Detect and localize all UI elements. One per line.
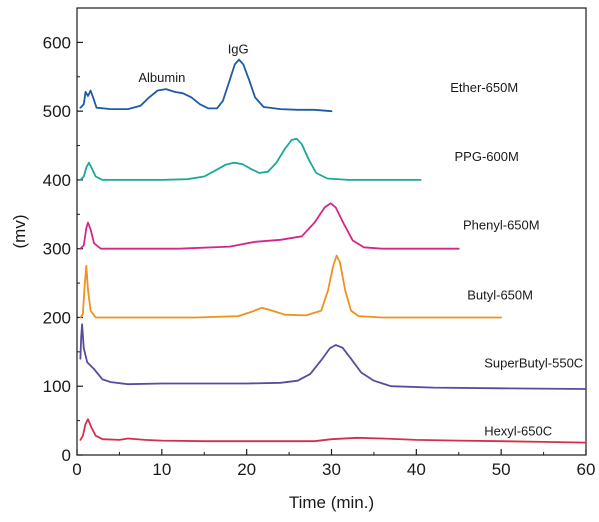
x-tick-label-60: 60	[577, 460, 596, 479]
y-tick-label-400: 400	[43, 171, 71, 190]
series-label-butyl-650m: Butyl-650M	[467, 287, 533, 302]
y-tick-label-200: 200	[43, 308, 71, 327]
annotation-albumin: Albumin	[138, 70, 185, 85]
y-tick-label-300: 300	[43, 240, 71, 259]
y-tick-label-0: 0	[62, 446, 71, 465]
series-label-ppg-600m: PPG-600M	[455, 149, 519, 164]
annotation-igg: IgG	[228, 41, 249, 56]
y-tick-label-500: 500	[43, 102, 71, 121]
series-layer	[79, 58, 587, 444]
y-tick-label-600: 600	[43, 33, 71, 52]
series-line-phenyl-650m	[79, 202, 460, 250]
x-tick-label-20: 20	[237, 460, 256, 479]
x-tick-label-0: 0	[72, 460, 81, 479]
x-tick-label-50: 50	[492, 460, 511, 479]
x-tick-label-40: 40	[407, 460, 426, 479]
series-label-ether-650m: Ether-650M	[450, 80, 518, 95]
series-line-butyl-650m	[79, 254, 503, 319]
series-line-ether-650m	[79, 58, 333, 113]
series-line-superbutyl-550c	[79, 323, 587, 390]
x-tick-label-30: 30	[322, 460, 341, 479]
series-line-hexyl-650c	[79, 418, 587, 444]
series-label-phenyl-650m: Phenyl-650M	[463, 217, 540, 232]
series-line-ppg-600m	[79, 137, 422, 181]
x-axis-label: Time (min.)	[289, 493, 374, 512]
y-tick-label-100: 100	[43, 377, 71, 396]
x-tick-label-10: 10	[152, 460, 171, 479]
y-axis-label: (mv)	[10, 215, 29, 249]
labels-layer: Ether-650M PPG-600M Phenyl-650M Butyl-650M S…	[138, 41, 583, 438]
series-label-hexyl-650c: Hexyl-650C	[484, 424, 552, 439]
series-label-superbutyl-550c: SuperButyl-550C	[484, 356, 583, 371]
